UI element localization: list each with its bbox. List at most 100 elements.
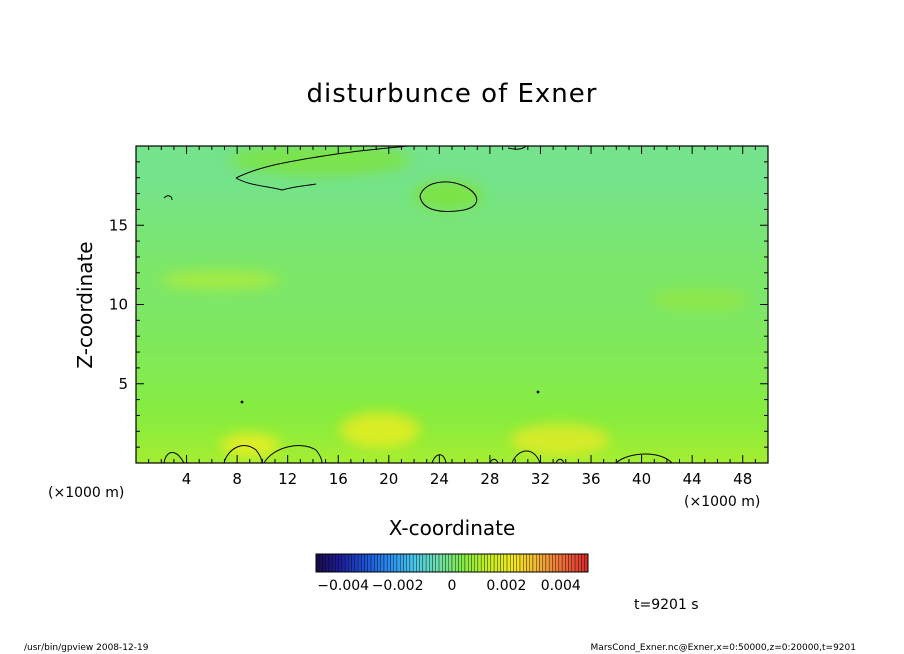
colorbar-cell <box>361 553 365 573</box>
colorbar-cell <box>529 553 534 573</box>
x-tick-label: 48 <box>733 470 752 488</box>
field-band <box>136 399 768 406</box>
field-band <box>136 283 768 290</box>
field-band <box>136 378 768 385</box>
colorbar-cell <box>432 553 436 573</box>
colorbar-cell <box>568 553 572 573</box>
colorbar-cell <box>348 553 352 573</box>
field-band <box>136 336 768 343</box>
colorbar-cell <box>319 553 323 573</box>
colorbar-cell <box>422 553 427 573</box>
contour-line <box>235 146 409 179</box>
x-tick-label: 20 <box>379 470 398 488</box>
colorbar-cell <box>354 553 359 573</box>
contour-line <box>235 177 317 191</box>
contour-dot <box>240 400 244 404</box>
contour-line <box>615 453 673 463</box>
colorbar-cell <box>552 553 556 573</box>
x-tick-label: 44 <box>683 470 702 488</box>
field-band <box>136 246 768 253</box>
colorbar-frame <box>315 553 589 573</box>
contour-line <box>431 454 447 463</box>
field-blobs <box>160 146 750 457</box>
contour-line <box>555 458 565 463</box>
colorbar-tick-label: 0.002 <box>486 578 526 594</box>
field-band <box>136 426 768 432</box>
field-band <box>136 267 768 274</box>
colorbar-cell <box>403 553 407 573</box>
field-band <box>136 225 768 232</box>
colorbar-cell <box>468 553 472 573</box>
x-tick-label: 12 <box>278 470 297 488</box>
colorbar-tick-label: 0 <box>448 578 457 594</box>
footer-right: MarsCond_Exner.nc@Exner,x=0:50000,z=0:20… <box>591 643 856 653</box>
contour-line <box>507 146 527 150</box>
chart-title: disturbunce of Exner <box>307 79 598 109</box>
x-unit-label-right: (×1000 m) <box>684 494 760 510</box>
colorbar-cell <box>442 553 446 573</box>
field-blob <box>413 181 483 209</box>
colorbar-cell <box>338 553 343 573</box>
colorbar-cell <box>555 553 560 573</box>
contour-dot <box>536 390 540 394</box>
colorbar-cell <box>548 553 553 573</box>
y-axis-label: Z-coordinate <box>73 241 97 368</box>
field-blob <box>340 412 420 448</box>
contour-line <box>263 445 323 463</box>
colorbar-cell <box>526 553 530 573</box>
field-band <box>136 441 768 448</box>
colorbar-cell <box>510 553 514 573</box>
field-band <box>136 304 768 311</box>
field-band <box>136 309 768 316</box>
x-axis-label: X-coordinate <box>389 516 516 540</box>
colorbar-cell <box>429 553 433 573</box>
colorbar-cell <box>484 553 488 573</box>
field-band <box>136 293 768 300</box>
field-band <box>136 161 768 168</box>
colorbar-cell <box>374 553 378 573</box>
colorbar-cell <box>419 553 424 573</box>
field-band <box>136 431 768 438</box>
x-tick-label: 40 <box>632 470 651 488</box>
colorbar-cell <box>464 553 469 573</box>
field-band <box>136 151 768 158</box>
x-tick-label: 4 <box>182 470 192 488</box>
field-blob <box>160 270 280 290</box>
field-band <box>136 241 768 247</box>
field-band <box>136 367 768 374</box>
field-blob <box>220 433 280 457</box>
colorbar-cell <box>364 553 368 573</box>
colorbar-cell <box>451 553 456 573</box>
colorbar-cell <box>516 553 521 573</box>
colorbar-cell <box>503 553 508 573</box>
y-tick-label: 15 <box>109 216 128 234</box>
colorbar-cell <box>497 553 501 573</box>
colorbar-cell <box>455 553 459 573</box>
colorbar-cell <box>578 553 582 573</box>
colorbar-cell <box>438 553 443 573</box>
colorbar-cell <box>344 553 349 573</box>
field-band <box>136 214 768 221</box>
contour-lines <box>163 146 673 463</box>
colorbar-cell <box>390 553 394 573</box>
field-blob <box>230 146 410 176</box>
colorbar-cell <box>571 553 576 573</box>
colorbar-cell <box>523 553 527 573</box>
colorbar-cell <box>335 553 339 573</box>
field-band <box>136 172 768 179</box>
colorbar-cell <box>532 553 537 573</box>
colorbar-cell <box>341 553 346 573</box>
colorbar-cell <box>500 553 504 573</box>
field-band <box>136 383 768 390</box>
contour-line <box>163 195 173 201</box>
colorbar-cell <box>328 553 333 573</box>
contour-line <box>223 445 263 463</box>
colorbar <box>315 553 589 573</box>
field-band <box>136 262 768 269</box>
colorbar-cell <box>477 553 482 573</box>
colorbar-cell <box>536 553 540 573</box>
colorbar-cell <box>545 553 550 573</box>
field-band <box>136 288 768 295</box>
